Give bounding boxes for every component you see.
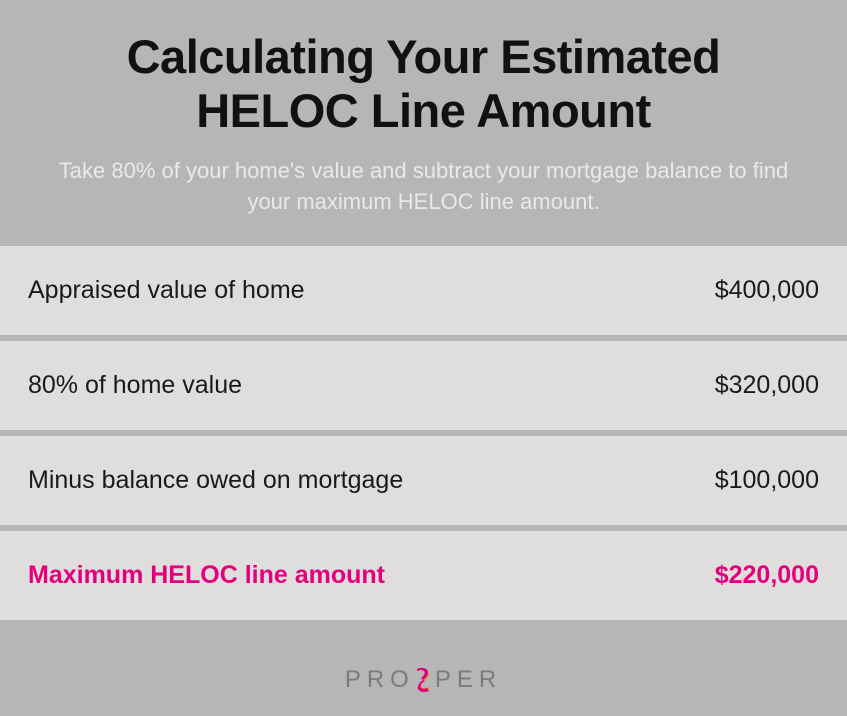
footer: PRO PER	[0, 646, 847, 716]
header: Calculating Your Estimated HELOC Line Am…	[0, 0, 847, 246]
logo-text-pre: PRO	[345, 666, 415, 694]
row-label: 80% of home value	[28, 371, 242, 400]
prosper-logo: PRO PER	[345, 666, 502, 694]
row-value: $220,000	[715, 561, 819, 590]
row-value: $320,000	[715, 371, 819, 400]
calc-rows: Appraised value of home $400,000 80% of …	[0, 246, 847, 646]
infographic-card: Calculating Your Estimated HELOC Line Am…	[0, 0, 847, 716]
page-subtitle: Take 80% of your home's value and subtra…	[40, 156, 807, 218]
row-label: Minus balance owed on mortgage	[28, 466, 403, 495]
row-value: $100,000	[715, 466, 819, 495]
page-title: Calculating Your Estimated HELOC Line Am…	[40, 30, 807, 138]
row-value: $400,000	[715, 276, 819, 305]
table-row: Minus balance owed on mortgage $100,000	[0, 436, 847, 525]
logo-s-icon	[413, 667, 433, 693]
table-row-highlight: Maximum HELOC line amount $220,000	[0, 531, 847, 620]
logo-text-post: PER	[435, 666, 502, 694]
row-label: Appraised value of home	[28, 276, 305, 305]
row-label: Maximum HELOC line amount	[28, 561, 385, 590]
table-row: Appraised value of home $400,000	[0, 246, 847, 335]
table-row: 80% of home value $320,000	[0, 341, 847, 430]
